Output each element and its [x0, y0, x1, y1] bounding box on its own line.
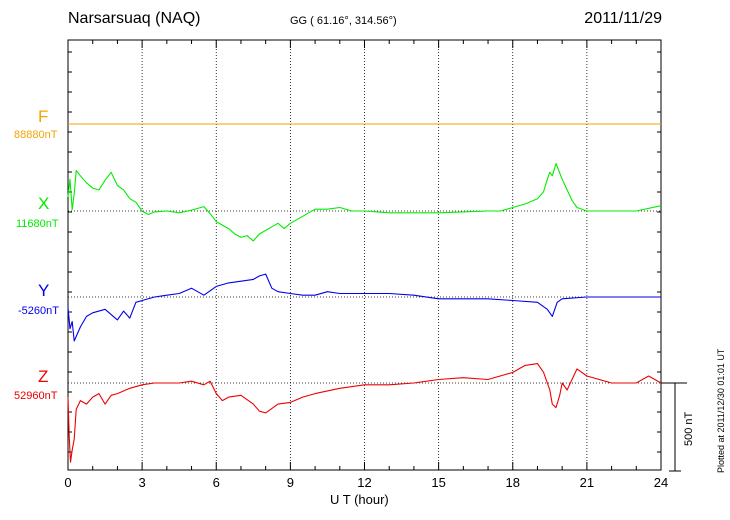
chart-title: Narsarsuaq (NAQ)	[68, 10, 201, 27]
x-tick-label-0: 0	[64, 475, 71, 490]
plot-frame	[67, 39, 662, 471]
chart-date: 2011/11/29	[584, 10, 662, 27]
label-Y: Y	[38, 281, 50, 300]
x-tick-label-18: 18	[506, 475, 520, 490]
baseline-X: 11680nT	[16, 218, 59, 230]
baseline-F: 88880nT	[14, 129, 58, 141]
x-tick-label-9: 9	[287, 475, 294, 490]
x-tick-label-24: 24	[654, 475, 668, 490]
baseline-Y: -5260nT	[18, 305, 59, 317]
label-F: F	[38, 107, 49, 126]
series-line-Y	[67, 273, 661, 342]
baseline-Z: 52960nT	[14, 390, 58, 402]
x-tick-label-12: 12	[357, 475, 371, 490]
label-Z: Z	[38, 367, 49, 386]
station-coordinates: GG ( 61.16°, 314.56°)	[290, 15, 397, 27]
x-tick-label-21: 21	[580, 475, 594, 490]
x-axis-label: U T (hour)	[330, 492, 389, 507]
series-line-X	[67, 162, 662, 242]
x-tick-label-6: 6	[213, 475, 220, 490]
label-X: X	[38, 194, 50, 213]
series-line-Z	[67, 363, 662, 463]
x-tick-label-15: 15	[431, 475, 445, 490]
x-tick-label-3: 3	[139, 475, 146, 490]
